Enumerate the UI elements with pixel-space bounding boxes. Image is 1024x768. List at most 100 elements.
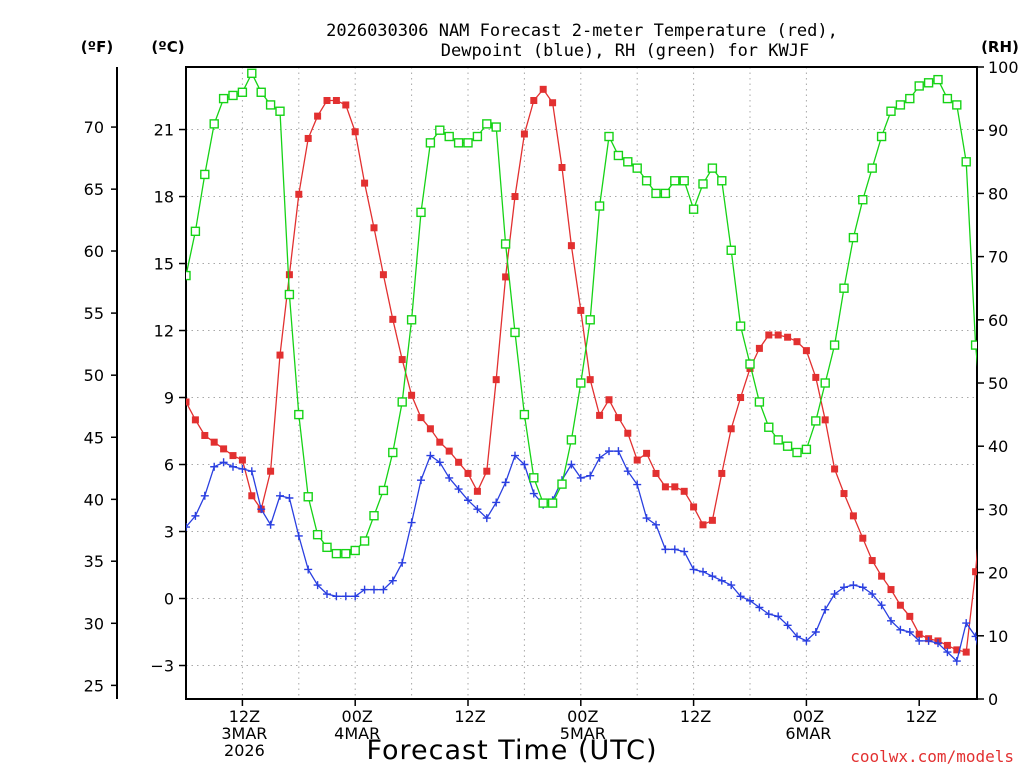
temp-point bbox=[276, 351, 284, 359]
dewpoint-point bbox=[417, 476, 425, 485]
fahrenheit-tick-label: 70 bbox=[84, 118, 104, 137]
celsius-tick-label: 18 bbox=[154, 188, 174, 207]
rh-point bbox=[970, 340, 977, 350]
rh-point bbox=[660, 188, 671, 199]
dewpoint-point bbox=[821, 605, 830, 614]
rh-point bbox=[895, 100, 906, 110]
rh-point bbox=[905, 93, 915, 104]
temp-point bbox=[473, 487, 481, 495]
dewpoint-point bbox=[200, 491, 209, 500]
temp-point bbox=[549, 99, 557, 107]
rh-point bbox=[510, 327, 520, 338]
x-tick-label: 2026 bbox=[224, 741, 265, 760]
rh-point bbox=[858, 195, 868, 205]
dewpoint-point bbox=[849, 581, 858, 590]
dewpoint-point bbox=[285, 494, 294, 503]
rh-point bbox=[604, 131, 614, 142]
dewpoint-point bbox=[323, 590, 331, 599]
rh-point bbox=[754, 397, 765, 407]
temp-point bbox=[389, 315, 397, 323]
dewpoint-point bbox=[501, 478, 510, 487]
temp-point bbox=[972, 568, 977, 576]
temp-point bbox=[408, 391, 416, 399]
temp-point bbox=[896, 601, 904, 609]
dewpoint-point bbox=[934, 639, 942, 648]
dewpoint-point bbox=[605, 447, 613, 456]
dewpoint-point bbox=[426, 451, 435, 460]
temp-point bbox=[332, 96, 340, 104]
dewpoint-point bbox=[708, 572, 717, 581]
rh-unit-label: (RH) bbox=[981, 38, 1019, 56]
rh-point bbox=[566, 435, 577, 445]
dewpoint-point bbox=[360, 585, 369, 594]
rh-point bbox=[435, 125, 445, 135]
rh-point bbox=[594, 201, 605, 211]
temp-point bbox=[492, 376, 500, 384]
dewpoint-point bbox=[793, 632, 801, 641]
x-tick-label: 00Z bbox=[793, 707, 824, 726]
dewpoint-point bbox=[586, 471, 595, 480]
dewpoint-point bbox=[435, 458, 444, 467]
temp-point bbox=[643, 449, 651, 457]
rh-point bbox=[745, 359, 755, 369]
temp-point bbox=[567, 242, 575, 250]
temp-point bbox=[661, 483, 669, 491]
rh-point bbox=[378, 485, 389, 496]
temp-point bbox=[840, 490, 848, 498]
temp-point bbox=[417, 414, 425, 422]
temp-point bbox=[201, 431, 209, 439]
rh-point bbox=[867, 163, 877, 173]
x-tick-label: 6MAR bbox=[785, 724, 831, 743]
temp-point bbox=[624, 429, 632, 437]
rh-point bbox=[782, 441, 793, 451]
rh-point bbox=[228, 90, 238, 101]
x-tick-label: 12Z bbox=[680, 707, 711, 726]
temp-point bbox=[502, 273, 510, 281]
dewpoint-point bbox=[717, 576, 726, 585]
dewpoint-point bbox=[858, 583, 867, 592]
dewpoint-point bbox=[595, 453, 604, 462]
fahrenheit-tick-label: 25 bbox=[84, 676, 104, 695]
dewpoint-point bbox=[661, 545, 670, 554]
rh-point bbox=[773, 435, 783, 445]
dewpoint-point bbox=[924, 636, 933, 645]
dewpoint-point bbox=[511, 451, 519, 460]
dewpoint-point bbox=[445, 473, 454, 482]
dewpoint-point bbox=[981, 675, 989, 683]
dewpoint-point bbox=[840, 583, 848, 592]
rh-point bbox=[218, 93, 229, 104]
temp-point bbox=[186, 398, 190, 406]
dewpoint-point bbox=[520, 460, 529, 469]
temp-point bbox=[398, 356, 406, 364]
dewpoint-point bbox=[576, 473, 585, 482]
temp-point bbox=[558, 163, 566, 171]
dewpoint-point bbox=[313, 581, 322, 590]
temp-point bbox=[464, 469, 472, 477]
x-tick-label: 12Z bbox=[454, 707, 485, 726]
rh-tick-label: 100 bbox=[988, 58, 1019, 77]
rh-point bbox=[453, 138, 464, 148]
celsius-tick-label: 6 bbox=[164, 456, 174, 475]
rh-point bbox=[275, 106, 285, 116]
temp-point bbox=[784, 333, 792, 341]
rh-point bbox=[482, 119, 492, 129]
x-tick-label: 12Z bbox=[906, 707, 937, 726]
rh-series bbox=[186, 68, 977, 559]
dewpoint-point bbox=[294, 531, 303, 540]
rh-point bbox=[726, 245, 736, 255]
dewpoint-point bbox=[379, 585, 388, 594]
temp-point bbox=[821, 416, 829, 424]
rh-point bbox=[952, 100, 962, 110]
dewpoint-point bbox=[482, 514, 491, 523]
rh-point bbox=[312, 529, 323, 540]
dewpoint-point bbox=[783, 621, 792, 630]
dewpoint-point bbox=[341, 592, 350, 601]
temp-point bbox=[511, 193, 519, 201]
rh-point bbox=[698, 179, 708, 189]
temp-point bbox=[248, 492, 256, 500]
celsius-unit-label: (ºC) bbox=[151, 38, 184, 56]
rh-point bbox=[707, 163, 718, 173]
axes: 25 30 35 40 45 50 55 60 65 70 −3 0 3 6 9 12 15 18 21 0 10 20 3… bbox=[84, 58, 1019, 760]
celsius-tick-label: 12 bbox=[154, 322, 174, 341]
temp-point bbox=[868, 557, 876, 565]
